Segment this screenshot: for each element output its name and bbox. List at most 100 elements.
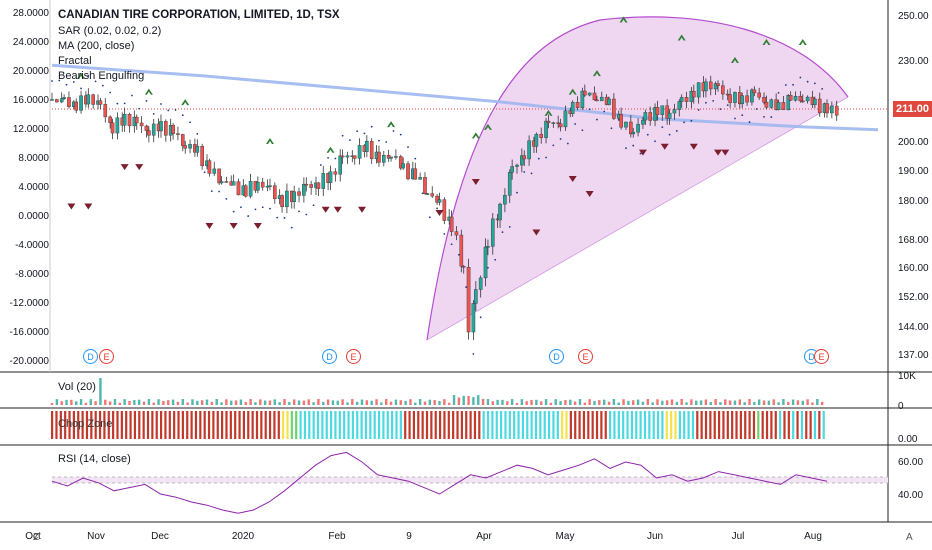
candle-body	[679, 97, 684, 102]
chop-zone-bar	[238, 411, 241, 439]
candle-body	[183, 145, 188, 149]
sar-dot	[472, 353, 475, 355]
volume-bar	[99, 377, 102, 405]
volume-bar	[607, 401, 611, 405]
sar-dot	[123, 102, 126, 105]
candle-body	[728, 94, 732, 103]
fractal-down-marker	[229, 223, 238, 229]
rsi-pane-label: RSI (14, close)	[58, 453, 131, 465]
sar-dot	[617, 118, 620, 121]
sar-dot	[675, 130, 678, 132]
volume-bar	[225, 399, 228, 405]
fractal-up-marker	[677, 34, 686, 41]
volume-bar	[162, 400, 165, 405]
volume-bar	[365, 400, 369, 405]
chop-zone-bar	[469, 411, 472, 439]
sar-dot	[138, 107, 141, 110]
volume-bar	[292, 399, 296, 405]
volume-bar	[680, 399, 683, 405]
sar-dot	[755, 108, 758, 110]
earnings-badge[interactable]: E	[578, 349, 593, 364]
sar-dot	[225, 197, 228, 200]
chop-zone-bar	[774, 411, 777, 439]
left-axis-tick-label: -16.0000	[10, 327, 50, 338]
volume-bar	[690, 399, 693, 405]
chop-zone-bar	[343, 411, 346, 439]
chop-zone-bar	[482, 411, 485, 439]
chop-zone-bar	[369, 411, 372, 439]
chop-zone-bar	[591, 411, 594, 439]
volume-bar	[326, 399, 330, 405]
candle-body	[733, 92, 737, 103]
chop-zone-bar	[186, 411, 189, 439]
candle-body	[248, 181, 253, 197]
dividend-badge[interactable]: D	[322, 349, 337, 364]
candle-body	[764, 101, 769, 108]
candle-body	[592, 92, 597, 101]
sar-dot	[494, 258, 497, 261]
chop-zone-bar	[735, 411, 738, 439]
sar-dot	[654, 140, 656, 143]
volume-bar	[457, 397, 461, 405]
candle-body	[394, 156, 398, 158]
volume-bar	[171, 399, 175, 405]
auto-scale-icon[interactable]: A	[906, 532, 913, 543]
dividend-badge[interactable]: D	[549, 349, 564, 364]
candle-body	[461, 266, 466, 268]
chop-zone-bar	[151, 411, 154, 439]
left-axis-tick-label: -4.0000	[15, 240, 49, 251]
left-axis-tick-label: 8.0000	[18, 153, 49, 164]
volume-bar	[249, 399, 252, 405]
candle-body	[498, 203, 502, 221]
indicator-ma-label: MA (200, close)	[58, 40, 135, 52]
candle-body	[786, 95, 791, 111]
chop-zone-bar	[500, 411, 503, 439]
volume-bar	[791, 399, 795, 405]
last-price-tag: 211.00	[893, 101, 932, 117]
chop-zone-bar	[425, 411, 429, 439]
fractal-down-marker	[714, 149, 723, 156]
sar-dot	[65, 83, 68, 86]
candle-body	[624, 121, 628, 128]
sar-dot	[116, 102, 119, 105]
sar-dot	[741, 114, 744, 117]
volume-bar	[234, 400, 238, 405]
chop-zone-bar	[779, 411, 782, 439]
sar-dot	[537, 157, 540, 160]
zoom-icon[interactable]: Z	[33, 532, 40, 543]
dividend-badge[interactable]: D	[83, 349, 98, 364]
chop-zone-bar	[670, 411, 673, 439]
candle-body	[159, 121, 163, 132]
volume-bar	[767, 400, 771, 405]
chop-zone-bar	[51, 411, 54, 439]
sar-dot	[80, 87, 82, 90]
volume-bar	[152, 402, 155, 405]
chop-zone-bar	[765, 411, 769, 439]
volume-bar	[728, 400, 732, 405]
earnings-badge[interactable]: E	[346, 349, 361, 364]
price-axis-tick-label: 168.00	[898, 235, 929, 246]
chop-zone-bar	[264, 411, 267, 439]
earnings-badge[interactable]: E	[99, 349, 114, 364]
candle-body	[98, 100, 103, 105]
volume-bar	[554, 399, 557, 405]
chop-zone-bar	[696, 411, 699, 439]
earnings-badge[interactable]: E	[814, 349, 829, 364]
chop-zone-bar	[513, 411, 516, 439]
sar-dot	[109, 91, 112, 94]
chop-zone-bar	[565, 411, 568, 439]
chop-zone-bar	[173, 411, 176, 439]
volume-bar	[288, 402, 291, 405]
candle-body	[273, 185, 277, 199]
sar-dot	[261, 206, 264, 209]
chop-zone-bar	[600, 411, 603, 439]
volume-bar	[370, 400, 373, 405]
price-axis-tick-label: 200.00	[898, 137, 929, 148]
sar-dot	[181, 114, 184, 117]
chop-zone-bar	[822, 411, 825, 439]
volume-bar	[210, 401, 214, 405]
chop-zone-bar	[722, 411, 725, 439]
sar-dot	[523, 171, 526, 173]
chop-zone-bar	[508, 411, 511, 439]
